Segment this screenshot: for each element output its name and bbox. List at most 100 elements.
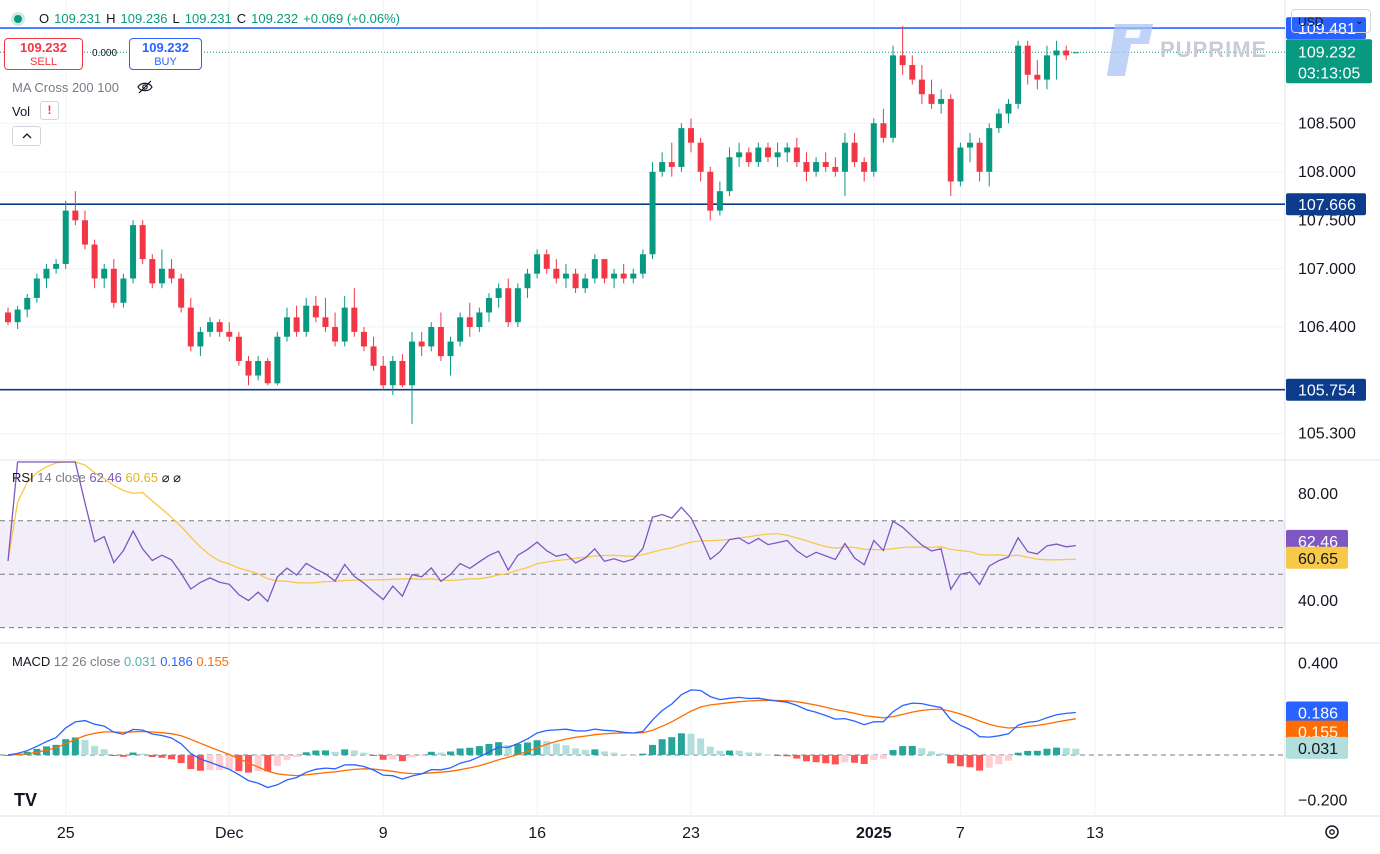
macd-histogram-bar — [119, 754, 127, 757]
buy-button[interactable]: 109.232 BUY — [129, 38, 202, 70]
rsi-null-2: ⌀ — [173, 470, 181, 485]
macd-histogram-bar — [129, 752, 137, 755]
sell-price: 109.232 — [20, 40, 67, 55]
open-value: 109.231 — [54, 11, 102, 26]
currency-select[interactable]: USD ⌄ — [1291, 9, 1371, 33]
candle-body — [649, 171, 656, 255]
candle-body — [1015, 45, 1022, 104]
macd-histogram-bar — [331, 751, 339, 755]
macd-histogram-bar — [1072, 748, 1080, 755]
candle-body — [409, 341, 416, 386]
macd-histogram-bar — [235, 754, 243, 772]
macd-histogram-bar — [629, 754, 637, 756]
macd-histogram-bar — [697, 738, 705, 755]
candle-body — [168, 268, 175, 279]
time-axis-label: 9 — [379, 825, 388, 842]
candle-body — [158, 268, 165, 284]
candle-body — [322, 317, 329, 328]
tradingview-logo-icon: TV — [14, 790, 37, 810]
macd-histogram-bar — [370, 754, 378, 756]
candle-body — [62, 210, 69, 264]
candle-body — [178, 278, 185, 308]
rsi-ma-badge-label: 60.65 — [1298, 551, 1338, 568]
macd-histogram-bar — [293, 754, 301, 757]
macd-histogram-bar — [658, 739, 666, 755]
candle-body — [216, 322, 223, 332]
macd-histogram-bar — [610, 752, 618, 755]
macd-histogram-bar — [908, 745, 916, 755]
time-axis-label: 2025 — [856, 825, 892, 842]
candle-body — [947, 99, 954, 182]
candle-body — [466, 317, 473, 328]
candle-body — [1005, 103, 1012, 114]
macd-title: MACD — [12, 654, 51, 669]
candle-body — [534, 254, 541, 274]
market-status-icon — [14, 14, 22, 23]
candle-body — [5, 312, 11, 323]
candle-body — [755, 147, 762, 163]
puprime-watermark: PUPRIME — [1160, 37, 1268, 62]
macd-histogram-bar — [774, 754, 782, 756]
candle-body — [235, 336, 242, 361]
settings-gear-icon[interactable] — [1325, 825, 1339, 839]
candle-body — [226, 331, 233, 337]
buy-price: 109.232 — [142, 40, 189, 55]
candle-body — [43, 268, 50, 279]
macd-hist-value: 0.031 — [124, 654, 157, 669]
collapse-legend-button[interactable] — [12, 126, 41, 146]
macd-histogram-bar — [196, 754, 204, 771]
candle-body — [486, 297, 492, 313]
macd-legend[interactable]: MACD 12 26 close 0.031 0.186 0.155 — [12, 654, 229, 669]
close-key: C — [236, 11, 247, 26]
rsi-ma-line — [7, 461, 1076, 584]
volume-legend[interactable]: Vol — [12, 104, 31, 119]
macd-histogram-bar — [1033, 750, 1041, 755]
candle-body — [283, 317, 290, 337]
macd-histogram-bar — [321, 750, 329, 755]
macd-histogram-bar — [91, 745, 99, 755]
candle-body — [293, 317, 300, 332]
gear-inner — [1329, 829, 1335, 835]
eye-hidden-icon[interactable] — [137, 80, 153, 97]
candle-body — [938, 99, 945, 104]
candle-body — [418, 341, 425, 347]
candle-body — [505, 288, 512, 323]
macd-histogram-bar — [706, 746, 714, 755]
macd-histogram-bar — [254, 754, 262, 772]
candle-body — [861, 162, 868, 172]
macd-histogram-bar — [937, 753, 945, 755]
macd-histogram-bar — [735, 750, 743, 755]
candle-body — [14, 309, 21, 323]
macd-histogram-bar — [956, 754, 964, 767]
macd-histogram-bar — [475, 746, 483, 755]
candle-body — [264, 360, 271, 384]
macd-histogram-bar — [754, 752, 762, 755]
macd-histogram-bar — [822, 754, 830, 764]
rsi-value: 62.46 — [89, 470, 122, 485]
macd-tick-label: −0.200 — [1298, 793, 1347, 810]
sell-button[interactable]: 109.232 SELL — [4, 38, 83, 70]
candle-body — [207, 322, 214, 332]
candle-body — [255, 360, 262, 376]
candle-body — [139, 225, 146, 260]
macd-histogram-bar — [187, 754, 195, 770]
rsi-tick-label: 40.00 — [1298, 593, 1338, 610]
macd-histogram-bar — [360, 752, 368, 755]
time-axis-label: 23 — [682, 825, 700, 842]
candle-body — [389, 360, 396, 386]
rsi-line — [7, 461, 1076, 603]
candle-body — [774, 152, 781, 158]
warning-icon[interactable]: ! — [40, 101, 59, 120]
macd-histogram-bar — [418, 754, 426, 756]
candle-body — [822, 162, 829, 167]
candle-body — [437, 327, 444, 357]
ma-cross-legend[interactable]: MA Cross 200 100 — [12, 80, 119, 95]
macd-value-badge-label: 0.186 — [1298, 706, 1338, 723]
macd-histogram-bar — [1024, 750, 1032, 755]
candle-body — [553, 268, 560, 279]
macd-histogram-bar — [177, 754, 185, 764]
candle-body — [332, 327, 339, 342]
spread-value: 0.000 — [92, 48, 118, 59]
rsi-legend[interactable]: RSI 14 close 62.46 60.65 ⌀ ⌀ — [12, 470, 181, 486]
